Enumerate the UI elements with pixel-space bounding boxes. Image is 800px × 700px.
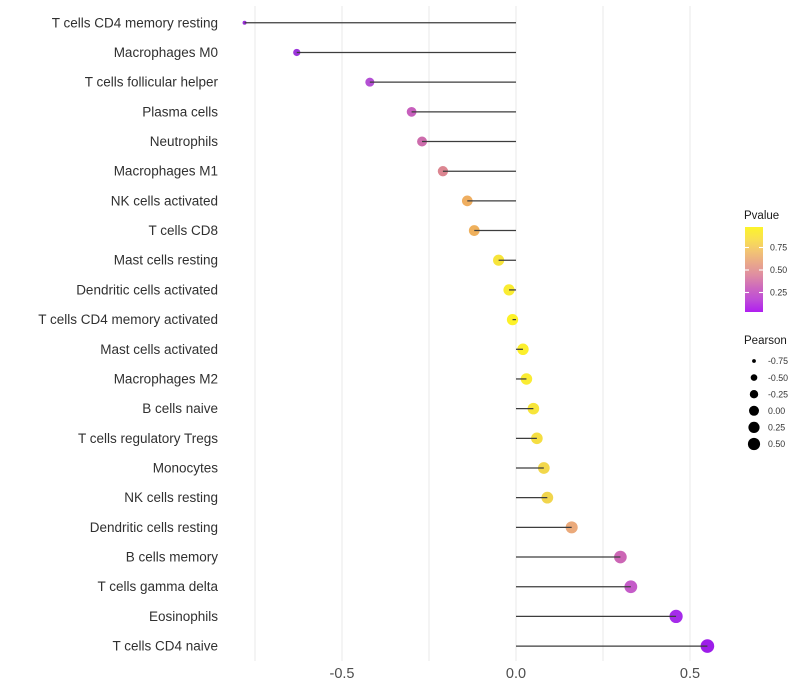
lollipop-row [365,77,516,87]
lollipop-row [516,609,683,624]
x-axis-tick-label: -0.5 [330,666,355,682]
pearson-size-key-dot [752,359,756,363]
x-axis-tick-label: 0.5 [680,666,700,682]
y-axis-label: T cells gamma delta [97,579,218,594]
y-axis-label: B cells naive [142,401,218,416]
pearson-legend-title: Pearson [744,335,787,347]
pvalue-tick-label: 0.75 [770,243,787,253]
lollipop-row [242,20,516,25]
y-axis-label: NK cells activated [111,193,218,208]
y-axis-label: T cells regulatory Tregs [78,431,218,446]
pvalue-tick-label: 0.25 [770,288,787,298]
pvalue-colorbar [745,227,763,312]
lollipop-row [516,432,543,445]
y-axis-label: Dendritic cells activated [76,282,218,297]
pvalue-tick-label: 0.50 [770,265,787,275]
y-axis-label: T cells CD4 naive [112,639,218,654]
pvalue-legend-title: Pvalue [744,210,779,222]
pearson-size-key-label: -0.25 [768,389,788,399]
pearson-size-key-label: 0.00 [768,406,785,416]
lollipop-row [417,136,516,147]
pearson-size-key-label: 0.25 [768,423,785,433]
x-axis-tick-label: 0.0 [506,666,526,682]
lollipop-row [493,254,516,266]
lollipop-row [516,491,554,504]
lollipop-point [437,166,449,177]
y-axis-label: T cells CD4 memory activated [38,312,218,327]
y-axis-label: Plasma cells [142,104,218,119]
y-axis-label: Macrophages M2 [114,371,218,386]
lollipop-row [516,550,627,564]
y-axis-label: T cells CD4 memory resting [52,15,218,30]
lollipop-row [516,402,540,415]
lollipop-row [506,313,519,326]
y-axis-label: Eosinophils [149,609,218,624]
pearson-size-key-dot [750,374,758,381]
lollipop-row [516,373,533,385]
lollipop-point [565,521,578,534]
lollipop-row [406,106,516,117]
y-axis-label: T cells CD8 [148,223,218,238]
lollipop-row [516,580,638,594]
pearson-size-key-dot [749,390,759,399]
y-axis-label: T cells follicular helper [85,75,219,90]
y-axis-label: Dendritic cells resting [90,520,218,535]
y-axis-label: Neutrophils [150,134,219,149]
pearson-size-key-dot [749,405,759,416]
pearson-size-key-label: -0.75 [768,356,788,366]
y-axis-label: Macrophages M1 [114,164,218,179]
lollipop-row [516,462,550,474]
lollipop-row [461,195,516,207]
lollipop-row [516,343,529,355]
lollipop-row [293,48,516,57]
y-axis-label: Macrophages M0 [114,45,218,60]
lollipop-row [503,284,516,296]
lollipop-point [517,343,529,355]
pearson-size-key-dot [747,437,761,451]
lollipop-row [516,639,715,653]
y-axis-label: B cells memory [126,550,219,565]
pearson-size-key-label: -0.50 [768,373,788,383]
lollipop-row [468,225,516,236]
pearson-size-key-label: 0.50 [768,439,785,449]
y-axis-label: Mast cells resting [114,253,218,268]
lollipop-point [503,284,515,296]
y-axis-label: Monocytes [153,461,219,476]
y-axis-label: Mast cells activated [100,342,218,357]
pearson-size-key-dot [748,421,760,433]
y-axis-label: NK cells resting [124,490,218,505]
lollipop-row [516,521,578,534]
lollipop-row [437,166,516,177]
